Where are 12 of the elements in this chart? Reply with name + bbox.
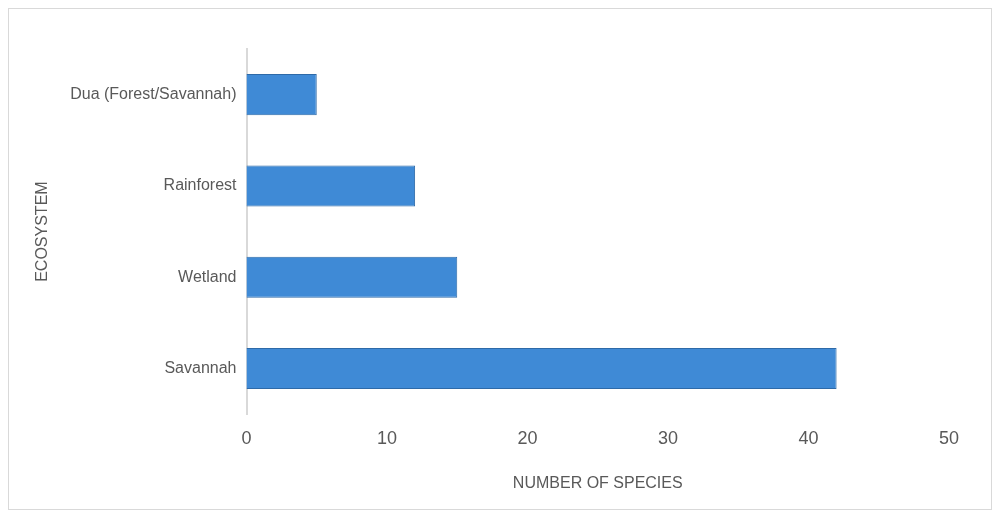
y-tick-label: Dua (Forest/Savannah) [70,85,237,103]
y-tick-label: Rainforest [163,176,238,194]
y-tick-label: Wetland [178,267,237,285]
x-tick-label: 30 [657,427,679,448]
x-tick-label: 0 [241,427,252,448]
y-tick-label: Savannah [164,358,237,376]
x-tick-label: 50 [938,427,960,448]
x-axis-title: NUMBER OF SPECIES [512,473,683,491]
x-tick-label: 40 [798,427,819,448]
y-axis-title: ECOSYSTEM [33,181,51,282]
x-tick-label: 10 [376,427,398,448]
x-tick-label: 20 [517,427,538,448]
